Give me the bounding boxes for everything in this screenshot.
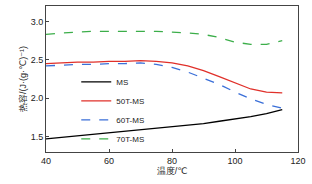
svg-text:60T-MS: 60T-MS [116, 116, 144, 125]
svg-text:60: 60 [104, 156, 114, 166]
svg-text:100: 100 [227, 156, 242, 166]
svg-text:70T-MS: 70T-MS [116, 135, 144, 144]
svg-text:80: 80 [167, 156, 177, 166]
svg-text:2.5: 2.5 [31, 55, 44, 65]
svg-text:热容/(J·(g·℃)⁻¹): 热容/(J·(g·℃)⁻¹) [18, 46, 28, 112]
svg-text:MS: MS [116, 78, 128, 87]
svg-text:50T-MS: 50T-MS [116, 97, 144, 106]
svg-text:120: 120 [290, 156, 305, 166]
svg-text:2.0: 2.0 [31, 93, 44, 103]
svg-text:3.0: 3.0 [31, 17, 44, 27]
svg-text:1.5: 1.5 [31, 132, 44, 142]
svg-text:40: 40 [41, 156, 51, 166]
svg-text:温度/℃: 温度/℃ [157, 166, 188, 176]
